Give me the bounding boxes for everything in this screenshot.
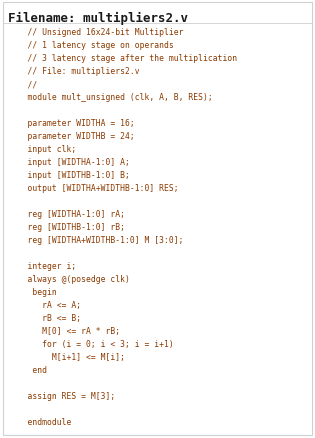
Text: // 3 latency stage after the multiplication: // 3 latency stage after the multiplicat… bbox=[8, 54, 237, 63]
Text: reg [WIDTHA-1:0] rA;: reg [WIDTHA-1:0] rA; bbox=[8, 209, 125, 219]
Text: rA <= A;: rA <= A; bbox=[8, 300, 81, 309]
Text: end: end bbox=[8, 365, 47, 374]
Text: output [WIDTHA+WIDTHB-1:0] RES;: output [WIDTHA+WIDTHB-1:0] RES; bbox=[8, 184, 179, 193]
Text: // File: multipliers2.v: // File: multipliers2.v bbox=[8, 67, 140, 76]
Text: begin: begin bbox=[8, 287, 57, 297]
Text: reg [WIDTHA+WIDTHB-1:0] M [3:0];: reg [WIDTHA+WIDTHB-1:0] M [3:0]; bbox=[8, 236, 184, 244]
Text: rB <= B;: rB <= B; bbox=[8, 313, 81, 322]
Text: parameter WIDTHA = 16;: parameter WIDTHA = 16; bbox=[8, 119, 135, 128]
Text: // Unsigned 16x24-bit Multiplier: // Unsigned 16x24-bit Multiplier bbox=[8, 28, 184, 37]
Text: assign RES = M[3];: assign RES = M[3]; bbox=[8, 391, 115, 400]
Text: M[i+1] <= M[i];: M[i+1] <= M[i]; bbox=[8, 352, 125, 361]
Text: //: // bbox=[8, 80, 37, 89]
Text: parameter WIDTHB = 24;: parameter WIDTHB = 24; bbox=[8, 132, 135, 141]
Text: always @(posedge clk): always @(posedge clk) bbox=[8, 274, 130, 283]
Text: input clk;: input clk; bbox=[8, 145, 76, 154]
Text: // 1 latency stage on operands: // 1 latency stage on operands bbox=[8, 41, 174, 50]
Text: integer i;: integer i; bbox=[8, 261, 76, 270]
Text: input [WIDTHB-1:0] B;: input [WIDTHB-1:0] B; bbox=[8, 171, 130, 180]
Text: input [WIDTHA-1:0] A;: input [WIDTHA-1:0] A; bbox=[8, 158, 130, 166]
Text: reg [WIDTHB-1:0] rB;: reg [WIDTHB-1:0] rB; bbox=[8, 223, 125, 231]
Text: module mult_unsigned (clk, A, B, RES);: module mult_unsigned (clk, A, B, RES); bbox=[8, 93, 213, 102]
Text: M[0] <= rA * rB;: M[0] <= rA * rB; bbox=[8, 326, 120, 335]
Text: for (i = 0; i < 3; i = i+1): for (i = 0; i < 3; i = i+1) bbox=[8, 339, 174, 348]
Text: endmodule: endmodule bbox=[8, 417, 72, 426]
Text: Filename: multipliers2.v: Filename: multipliers2.v bbox=[8, 12, 188, 25]
